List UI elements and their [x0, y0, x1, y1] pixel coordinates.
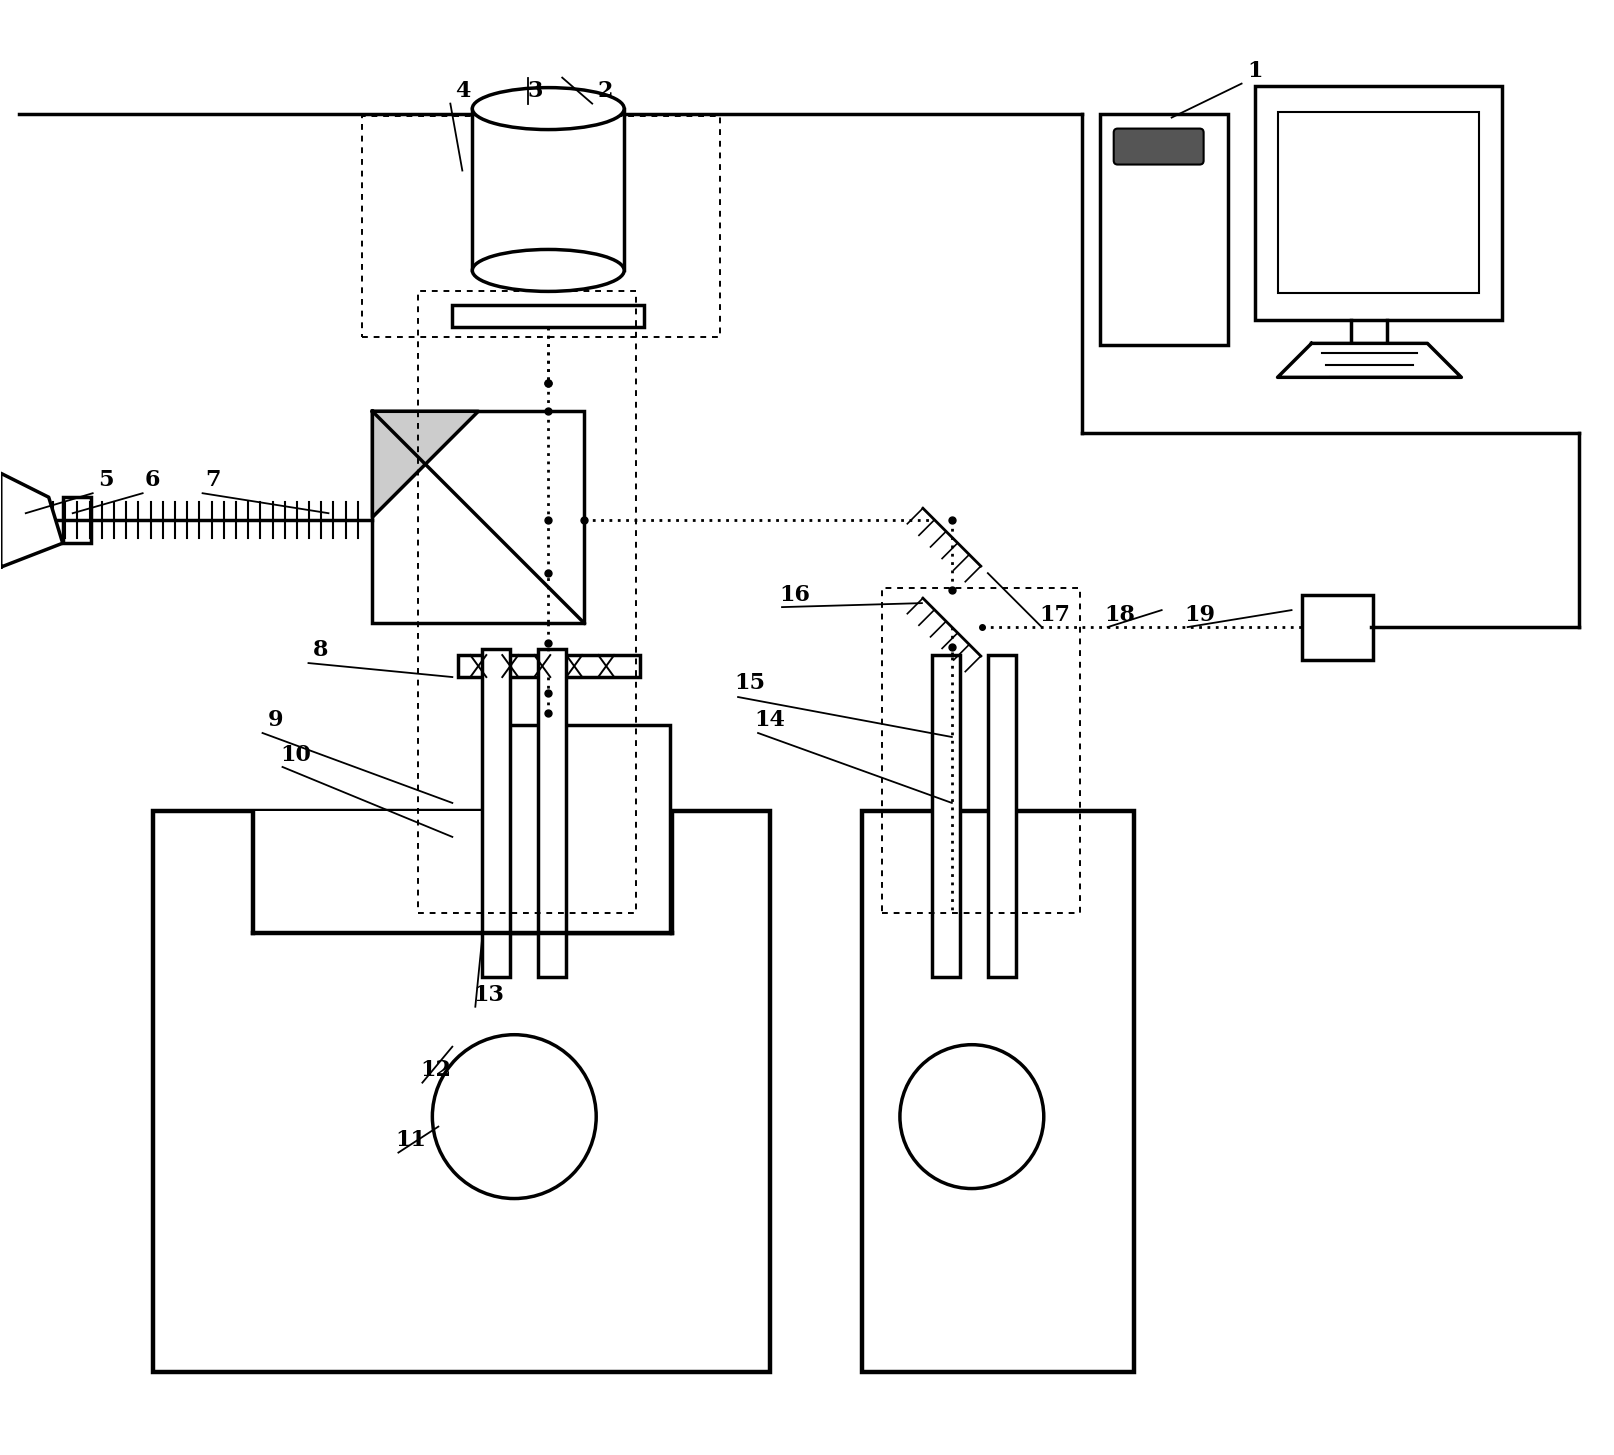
Bar — [458, 655, 641, 677]
Text: 8: 8 — [313, 639, 328, 661]
Bar — [1254, 86, 1503, 320]
Text: 10: 10 — [281, 744, 312, 765]
Text: 13: 13 — [473, 984, 504, 1005]
Bar — [988, 655, 1015, 976]
Bar — [1099, 113, 1228, 345]
Text: 18: 18 — [1104, 604, 1135, 626]
Bar — [862, 810, 1133, 1372]
Polygon shape — [1278, 343, 1461, 377]
Text: 11: 11 — [395, 1129, 426, 1151]
Bar — [483, 649, 510, 976]
Text: 15: 15 — [734, 672, 765, 694]
Circle shape — [901, 1045, 1044, 1189]
Bar — [473, 109, 625, 271]
FancyBboxPatch shape — [1114, 128, 1204, 164]
Text: 14: 14 — [755, 709, 786, 730]
Text: 1: 1 — [1248, 60, 1262, 81]
Bar — [499, 725, 670, 933]
Text: 12: 12 — [420, 1059, 450, 1081]
Bar — [63, 498, 90, 543]
Text: 16: 16 — [780, 583, 810, 607]
Text: 5: 5 — [98, 469, 113, 492]
Circle shape — [433, 1035, 596, 1199]
Bar — [252, 810, 670, 933]
Text: 6: 6 — [145, 469, 160, 492]
Ellipse shape — [473, 249, 625, 291]
Text: 17: 17 — [1039, 604, 1070, 626]
Polygon shape — [0, 473, 63, 567]
Bar — [931, 655, 960, 976]
Ellipse shape — [473, 87, 625, 129]
Polygon shape — [373, 412, 478, 517]
Bar — [1301, 595, 1374, 661]
Text: 19: 19 — [1185, 604, 1215, 626]
Bar — [1278, 112, 1480, 294]
Text: 7: 7 — [205, 469, 221, 492]
Bar — [373, 412, 584, 623]
Bar — [537, 649, 567, 976]
Bar — [452, 306, 644, 327]
Text: 3: 3 — [528, 80, 542, 102]
Text: 2: 2 — [597, 80, 613, 102]
Bar — [153, 810, 770, 1372]
Text: 4: 4 — [455, 80, 470, 102]
Text: 9: 9 — [268, 709, 284, 730]
